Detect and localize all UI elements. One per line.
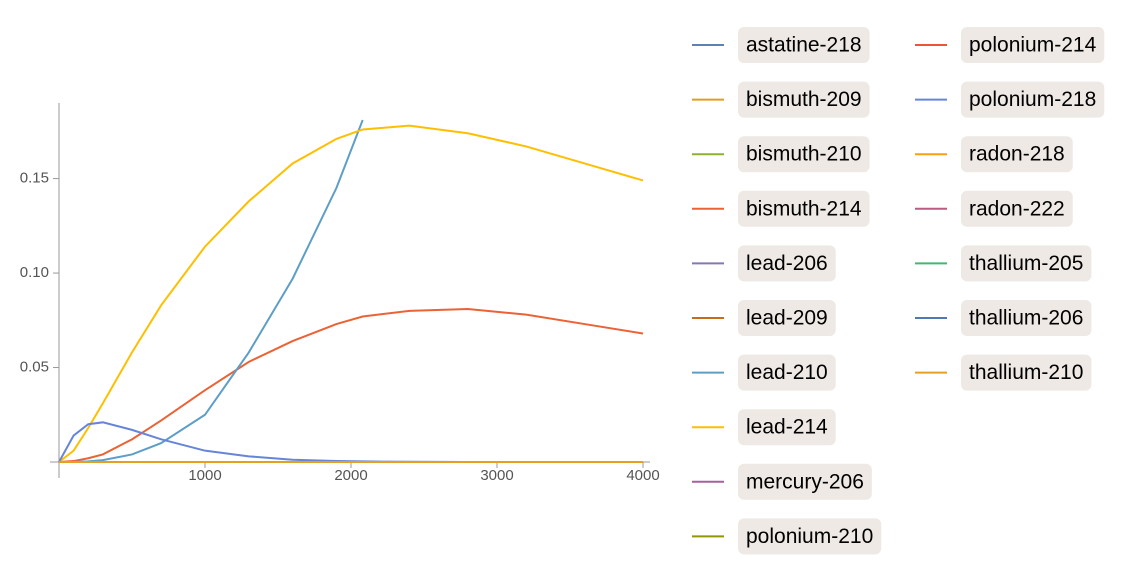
x-tick-label: 1000 [188,467,221,484]
legend-label-box [738,300,836,336]
legend-label: polonium-214 [969,34,1097,57]
legend-label: lead-206 [746,252,828,275]
legend-label: radon-222 [969,197,1065,220]
legend-label-box [738,409,836,446]
legend-label-box [738,190,870,227]
legend-label: radon-218 [969,143,1065,166]
legend-label: lead-209 [746,307,828,330]
legend-label-box [738,354,836,391]
legend-label: lead-210 [746,361,828,384]
legend-label: mercury-206 [746,470,864,493]
legend-label: thallium-206 [969,307,1083,330]
legend-label: polonium-210 [746,525,873,548]
legend-label-box [961,27,1105,63]
series-line [59,119,364,463]
legend-label: bismuth-214 [746,197,862,220]
legend-label: astatine-218 [746,34,862,57]
legend-label-box [738,81,870,118]
legend-label: thallium-205 [969,252,1083,275]
legend-label-box [738,245,836,282]
legend-label-box [961,81,1105,118]
y-tick-label: 0.15 [20,170,49,187]
legend-label-box [738,136,870,173]
legend-label-box [738,463,872,500]
x-tick-label: 4000 [626,467,659,484]
y-tick-label: 0.10 [20,264,49,281]
legend-label: thallium-210 [969,361,1083,384]
legend-label-box [738,27,870,63]
legend-label: lead-214 [746,416,828,439]
y-tick-label: 0.05 [20,358,49,375]
x-tick-label: 2000 [334,467,367,484]
legend-label-box [961,190,1073,227]
legend-label-box [961,300,1092,336]
legend-label-box [961,354,1092,391]
series-line [58,307,644,463]
legend-label-box [961,136,1073,173]
legend-label: polonium-218 [969,88,1096,111]
x-tick-label: 3000 [480,467,513,484]
legend-label: bismuth-210 [746,143,862,166]
legend-label-box [738,518,882,555]
series-line [58,124,644,463]
series-line [58,421,643,463]
legend-label: bismuth-209 [746,88,862,111]
legend-label-box [961,245,1092,282]
